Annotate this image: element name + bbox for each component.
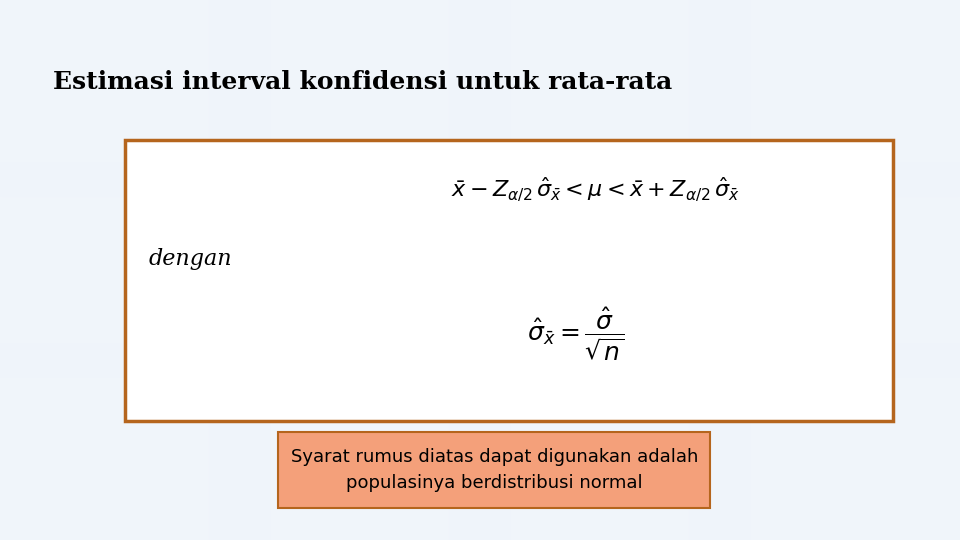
Text: Estimasi interval konfidensi untuk rata-rata: Estimasi interval konfidensi untuk rata-…: [53, 70, 672, 94]
FancyBboxPatch shape: [449, 343, 752, 540]
FancyBboxPatch shape: [125, 140, 893, 421]
FancyBboxPatch shape: [0, 343, 272, 540]
FancyBboxPatch shape: [0, 162, 272, 378]
FancyBboxPatch shape: [209, 343, 511, 540]
FancyBboxPatch shape: [689, 162, 960, 378]
Text: $\hat{\sigma}_{\bar{x}} = \dfrac{\hat{\sigma}}{\sqrt{n}}$: $\hat{\sigma}_{\bar{x}} = \dfrac{\hat{\s…: [527, 306, 625, 363]
FancyBboxPatch shape: [209, 0, 511, 197]
Text: dengan: dengan: [149, 248, 232, 270]
FancyBboxPatch shape: [278, 432, 710, 508]
FancyBboxPatch shape: [449, 0, 752, 197]
FancyBboxPatch shape: [689, 0, 960, 197]
FancyBboxPatch shape: [449, 162, 752, 378]
FancyBboxPatch shape: [209, 162, 511, 378]
Text: $\bar{x} - Z_{\alpha/2}\,\hat{\sigma}_{\bar{x}} < \mu < \bar{x} + Z_{\alpha/2}\,: $\bar{x} - Z_{\alpha/2}\,\hat{\sigma}_{\…: [451, 175, 739, 203]
FancyBboxPatch shape: [689, 343, 960, 540]
Text: Syarat rumus diatas dapat digunakan adalah
populasinya berdistribusi normal: Syarat rumus diatas dapat digunakan adal…: [291, 448, 698, 492]
FancyBboxPatch shape: [0, 0, 272, 197]
